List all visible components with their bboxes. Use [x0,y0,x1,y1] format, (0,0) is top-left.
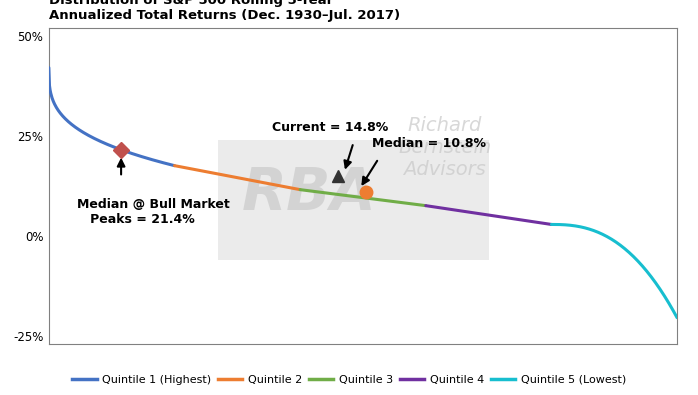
Text: Richard
Bernstein
Advisors: Richard Bernstein Advisors [398,116,491,179]
Text: RBA: RBA [242,165,377,222]
Text: Distribution of S&P 500 Rolling 5-Year
Annualized Total Returns (Dec. 1930–Jul. : Distribution of S&P 500 Rolling 5-Year A… [49,0,400,22]
Text: Median @ Bull Market
   Peaks = 21.4%: Median @ Bull Market Peaks = 21.4% [77,198,230,226]
Text: Median = 10.8%: Median = 10.8% [373,137,487,150]
Bar [218,140,489,260]
Legend: Quintile 1 (Highest), Quintile 2, Quintile 3, Quintile 4, Quintile 5 (Lowest): Quintile 1 (Highest), Quintile 2, Quinti… [68,371,630,389]
Text: Current = 14.8%: Current = 14.8% [272,120,388,134]
